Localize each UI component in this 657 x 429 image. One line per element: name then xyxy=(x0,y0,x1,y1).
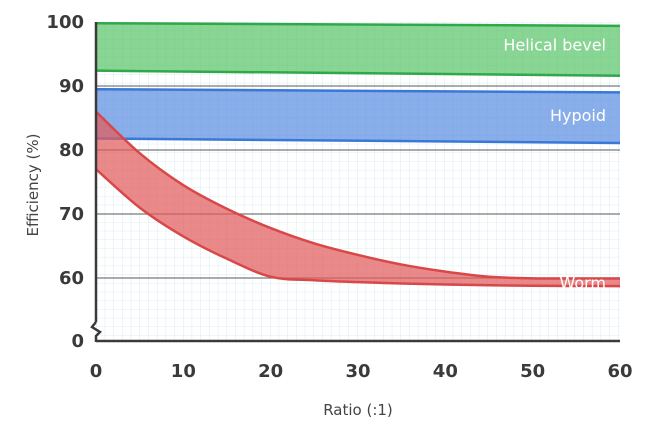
x-tick-label: 30 xyxy=(345,361,370,382)
x-tick-label: 40 xyxy=(433,361,458,382)
y-tick-label: 70 xyxy=(59,204,84,225)
band-label-hypoid: Hypoid xyxy=(550,106,606,125)
y-axis-title: Efficiency (%) xyxy=(24,134,42,237)
bands-layer: Helical bevel Hypoid Worm xyxy=(95,22,621,293)
y-tick-label: 60 xyxy=(59,268,84,289)
y-tick-label: 80 xyxy=(59,140,84,161)
y-tick-label: 100 xyxy=(46,12,84,33)
band-helical-bevel-upper-edge xyxy=(95,22,621,28)
band-hypoid xyxy=(96,89,620,143)
axes xyxy=(90,22,620,343)
x-tick-label: 10 xyxy=(171,361,196,382)
band-hypoid-upper-edge xyxy=(95,87,621,94)
y-axis-break-icon xyxy=(90,321,102,342)
x-tick-label: 20 xyxy=(258,361,283,382)
band-worm-upper-edge xyxy=(95,110,621,280)
x-tick-labels: 0 10 20 30 40 50 60 xyxy=(90,361,633,382)
band-label-helical-bevel: Helical bevel xyxy=(503,35,606,54)
band-worm xyxy=(96,111,620,287)
x-axis-title: Ratio (:1) xyxy=(323,401,393,419)
y-tick-labels: 0 60 70 80 90 100 xyxy=(46,12,84,352)
band-worm-lower-edge xyxy=(95,168,621,288)
x-tick-label: 0 xyxy=(90,361,103,382)
band-label-worm: Worm xyxy=(559,274,606,293)
band-helical-bevel xyxy=(96,23,620,76)
x-tick-label: 50 xyxy=(520,361,545,382)
y-tick-label: 0 xyxy=(71,331,84,352)
band-hypoid-lower-edge xyxy=(95,137,621,145)
band-helical-bevel-lower-edge xyxy=(95,69,621,78)
x-tick-label: 60 xyxy=(607,361,632,382)
y-tick-label: 90 xyxy=(59,76,84,97)
